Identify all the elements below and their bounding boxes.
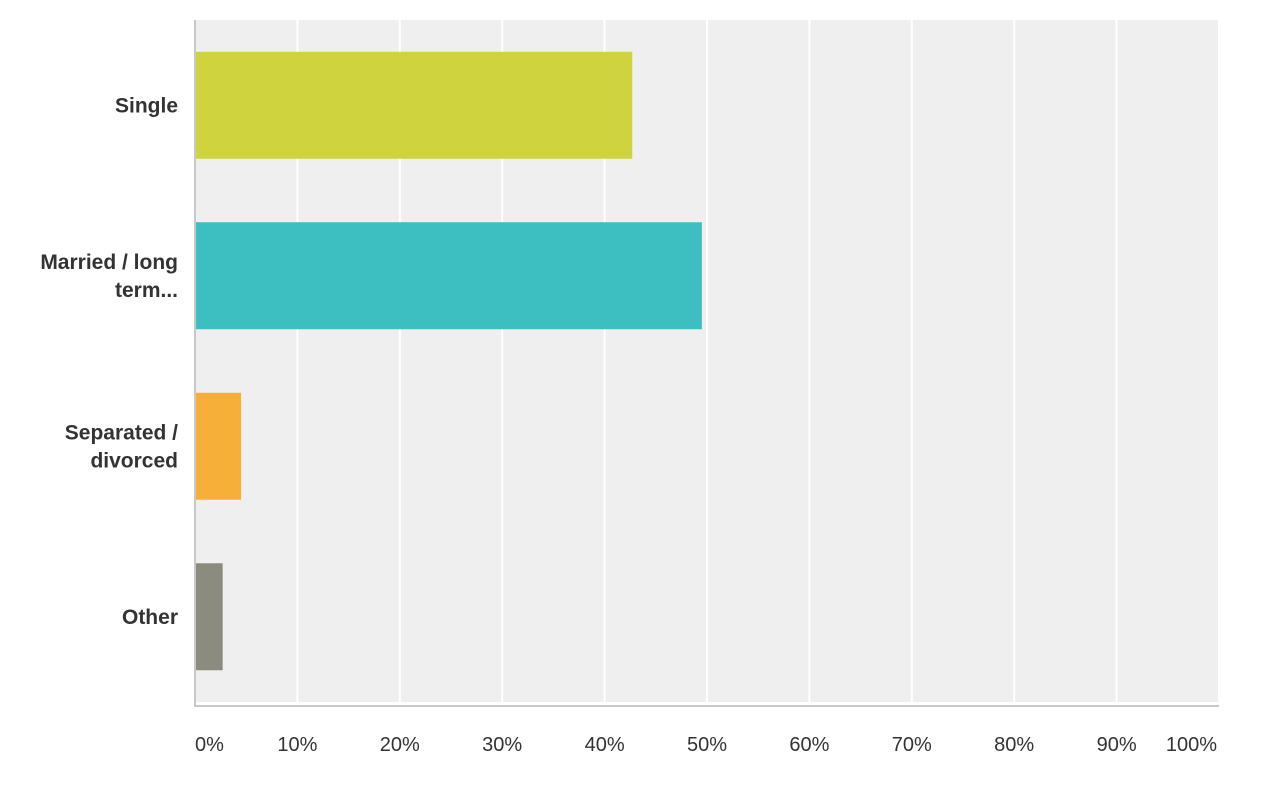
category-label-line: Separated / [65,421,178,444]
x-tick-label: 40% [585,734,625,756]
category-label: Separated / divorced [65,421,178,472]
x-tick-label: 0% [195,734,224,756]
x-tick-label: 50% [687,734,727,756]
category-label: Single [115,94,178,117]
x-tick-label: 60% [789,734,829,756]
x-tick-label: 20% [380,734,420,756]
x-tick-label: 30% [482,734,522,756]
bar [195,563,223,671]
x-tick-label: 100% [1166,734,1217,756]
category-label-line: Other [122,606,178,629]
x-tick-label: 80% [994,734,1034,756]
x-tick-label: 70% [892,734,932,756]
category-labels: Single Married / long term... Separated / di… [40,94,178,629]
category-label-line: Single [115,94,178,117]
x-tick-label: 10% [277,734,317,756]
category-label-line: divorced [90,449,178,472]
bar [195,392,242,500]
category-label-line: term... [115,279,178,302]
category-label: Other [122,606,178,629]
category-label: Married / long term... [40,251,178,302]
category-label-line: Married / long [40,251,178,274]
x-tick-label: 90% [1097,734,1137,756]
x-tick-labels: 0% 10% 20% 30% 40% 50% 60% 70% 80% 90% 100% [195,734,1217,756]
bar [195,51,633,159]
bar [195,222,702,330]
bars [195,51,702,671]
